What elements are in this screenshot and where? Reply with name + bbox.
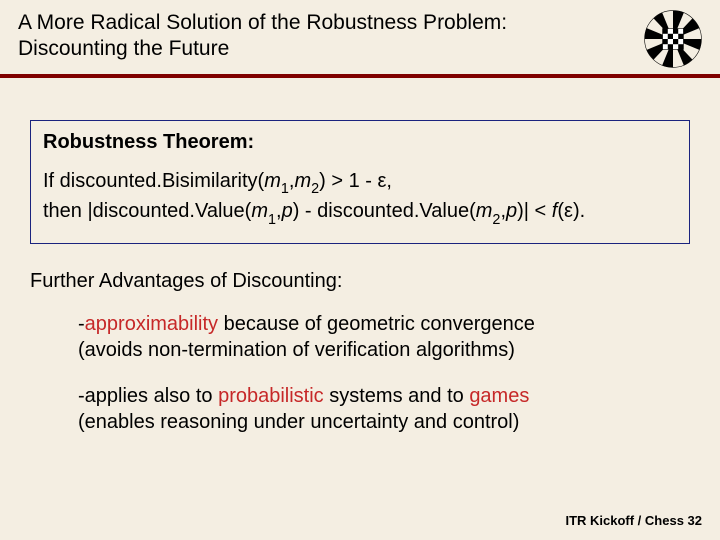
title-line2: Discounting the Future <box>18 37 229 60</box>
theorem-heading: Robustness Theorem: <box>43 131 677 154</box>
title-line1: A More Radical Solution of the Robustnes… <box>18 11 507 34</box>
theorem-body: If discounted.Bisimilarity(m1,m2) > 1 - … <box>43 168 677 229</box>
slide: A More Radical Solution of the Robustnes… <box>0 0 720 540</box>
slide-footer: ITR Kickoff / Chess 32 <box>565 513 702 528</box>
theorem-line1: If discounted.Bisimilarity(m1,m2) > 1 - … <box>43 170 392 192</box>
theorem-line2: then |discounted.Value(m1,p) - discounte… <box>43 200 585 222</box>
title-divider <box>0 74 720 78</box>
theorem-box: Robustness Theorem: If discounted.Bisimi… <box>30 120 690 244</box>
advantage-item: -approximability because of geometric co… <box>78 311 690 363</box>
advantages-heading: Further Advantages of Discounting: <box>30 270 690 293</box>
advantages-list: -approximability because of geometric co… <box>78 311 690 435</box>
footer-text: ITR Kickoff / Chess <box>565 513 687 528</box>
advantage-item: -applies also to probabilistic systems a… <box>78 383 690 435</box>
header: A More Radical Solution of the Robustnes… <box>0 0 720 68</box>
chess-logo-icon <box>644 10 702 68</box>
page-number: 32 <box>688 513 702 528</box>
slide-title: A More Radical Solution of the Robustnes… <box>18 10 634 63</box>
